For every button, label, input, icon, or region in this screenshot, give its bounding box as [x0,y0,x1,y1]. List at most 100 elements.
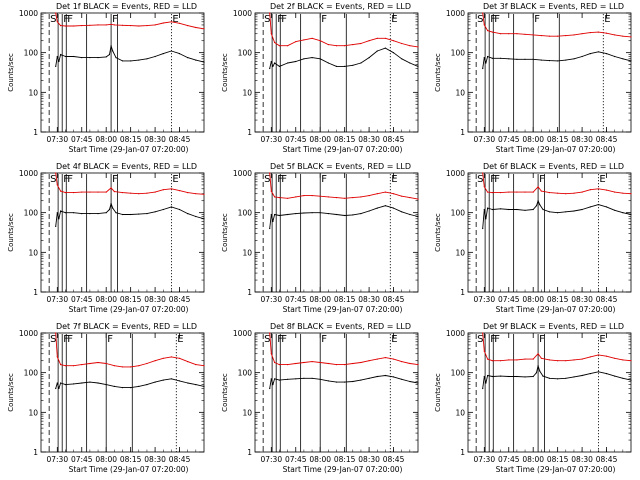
data-point-lld [105,24,107,26]
chart-title: Det 4f BLACK = Events, RED = LLD [56,162,197,171]
data-point-events [368,210,370,212]
data-point-events [581,55,583,58]
x-tick-label: 07:45 [498,455,520,464]
x-tick-label: 08:00 [309,455,331,464]
data-point-lld [319,361,321,364]
plot-frame [254,332,419,453]
data-point-events [170,50,172,52]
x-axis-label: Start Time (29-Jan-07 07:20:00) [283,145,403,154]
data-point-lld [335,45,338,47]
data-point-events [121,213,124,216]
data-point-lld [335,364,338,366]
data-point-lld [110,187,112,189]
data-point-lld [187,25,189,27]
data-point-events [360,213,362,215]
data-point-lld [540,35,543,37]
data-point-events [278,379,280,381]
data-point-lld [110,23,112,25]
data-point-lld [81,191,83,193]
data-point-events [162,379,164,381]
marker-label-s: S [50,14,56,25]
data-point-lld [195,364,197,366]
data-point-lld [121,192,124,194]
data-point-lld [352,362,354,365]
data-point-events [108,53,111,56]
data-point-lld [319,40,321,42]
data-point-lld [89,362,91,365]
data-point-events [195,59,197,61]
data-point-lld [360,361,362,364]
y-tick-label: 10 [455,408,465,417]
data-point-events [303,377,305,379]
data-point-lld [130,366,132,368]
marker-label-f: F [321,174,327,185]
data-point-events [368,377,370,379]
data-point-events [368,57,370,59]
data-point-events [319,58,321,60]
x-axis-label: Start Time (29-Jan-07 07:20:00) [283,305,403,314]
data-point-events [97,213,99,215]
data-point-lld [368,360,370,362]
x-tick-label: 07:45 [285,135,307,144]
data-point-events [573,376,575,378]
y-tick-label: 100 [238,209,253,218]
data-point-events [384,205,386,207]
plot-frame [254,12,419,133]
x-tick-label: 07:45 [71,455,93,464]
data-point-events [115,57,117,59]
series-line-events [482,51,632,69]
data-point-lld [417,46,419,48]
data-point-events [597,51,600,53]
data-point-lld [335,197,338,199]
data-point-events [327,62,329,64]
y-tick-label: 1000 [446,9,465,18]
data-point-lld [597,31,600,33]
marker-label-s: S [264,14,270,25]
data-point-lld [97,24,99,26]
data-point-lld [56,184,58,186]
data-point-events [376,207,378,209]
data-point-events [548,377,551,379]
data-point-lld [178,190,181,192]
data-point-lld [614,357,616,359]
y-axis-label: Counts/sec [221,213,229,252]
x-tick-label: 08:15 [547,295,569,304]
data-point-lld [360,42,362,45]
data-point-events [557,212,559,214]
y-tick-label: 1000 [233,169,252,178]
data-point-events [565,211,567,213]
data-point-events [64,212,67,214]
marker-label-f: F [494,14,500,25]
data-point-lld [170,21,172,23]
data-point-events [60,210,62,212]
chart-panel-1f: Det 1f BLACK = Events, RED = LLD 1 10 100 10… [7,2,205,154]
chart-panel-8f: Det 8f BLACK = Events, RED = LLD 1 10 100 10… [221,322,419,474]
x-tick-label: 08:15 [547,135,569,144]
data-point-events [524,376,526,378]
data-point-events [401,378,403,380]
data-point-lld [540,357,543,359]
chart-panel-4f: Det 4f BLACK = Events, RED = LLD 1 10 100 10… [7,162,205,314]
data-point-lld [344,364,346,366]
data-point-lld [384,357,386,359]
data-point-events [491,375,493,378]
data-point-events [272,65,274,67]
y-axis-label: Counts/sec [434,213,442,252]
y-tick-label: 1000 [19,9,38,18]
x-tick-label: 07:45 [498,135,520,144]
chart-title: Det 7f BLACK = Events, RED = LLD [56,322,197,331]
data-point-lld [500,360,502,362]
series-line-events [482,365,632,389]
data-point-lld [597,188,600,190]
marker-label-f: F [281,14,287,25]
data-point-events [614,55,616,58]
data-point-events [352,64,354,66]
chart-panel-9f: Det 9f BLACK = Events, RED = LLD 1 10 100 10… [434,322,632,474]
x-tick-label: 07:45 [71,135,93,144]
data-point-lld [508,33,510,35]
y-tick-label: 1000 [233,329,252,338]
data-point-events [537,365,539,367]
data-point-events [73,383,75,385]
data-point-lld [178,357,181,359]
